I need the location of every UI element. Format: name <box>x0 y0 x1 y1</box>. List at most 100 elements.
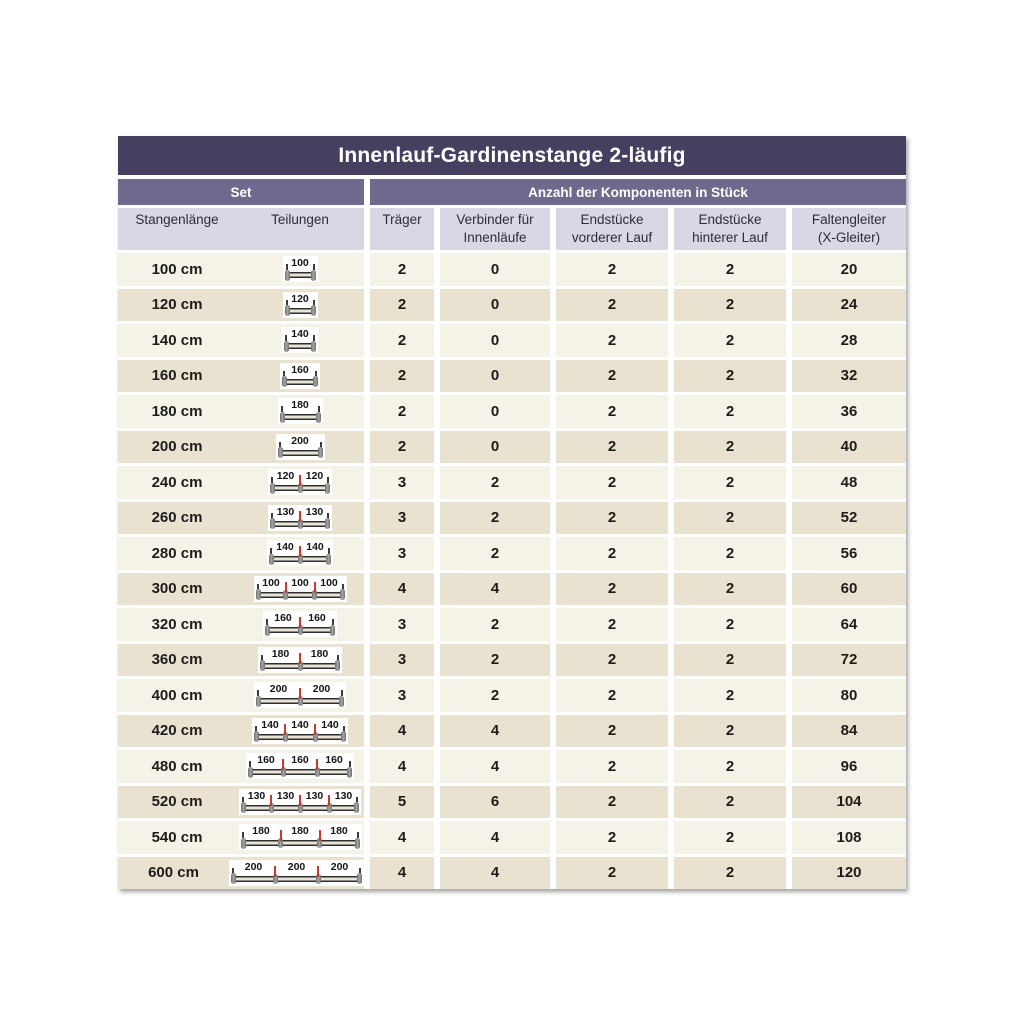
set-cell: 200 cm 200 <box>118 430 364 463</box>
end-mark-icon <box>285 299 288 306</box>
segment-length-label: 160 <box>325 754 343 767</box>
segment-length-label: 100 <box>320 576 338 589</box>
rod-end-cap <box>284 340 289 352</box>
end-mark-icon <box>315 370 317 377</box>
faltengleiter-count: 20 <box>792 253 906 286</box>
rod-diagram-icon: 140 140 140 <box>252 717 348 744</box>
rod-end-cap <box>277 447 283 459</box>
verbinder-count: 4 <box>440 714 550 747</box>
segment-length-label: 180 <box>291 825 309 838</box>
traeger-count: 2 <box>370 324 434 357</box>
header-stangenlaenge: Stangenlänge <box>135 212 219 227</box>
header-faltengleiter: Faltengleiter (X-Gleiter) <box>792 208 906 250</box>
header-set-columns: Stangenlänge Teilungen <box>118 208 364 250</box>
end-mark-icon <box>317 406 320 413</box>
segment-length-label: 130 <box>276 505 295 518</box>
traeger-count: 5 <box>370 785 434 818</box>
table-title-bar: Innenlauf-Gardinenstange 2-läufig <box>118 136 906 175</box>
faltengleiter-count: 52 <box>792 501 906 534</box>
end-mark-icon <box>349 761 351 768</box>
rod-joint <box>297 625 303 636</box>
segment-length-label: 180 <box>330 825 348 838</box>
set-cell: 160 cm 160 <box>118 359 364 392</box>
faltengleiter-count: 108 <box>792 821 906 854</box>
connector-mark-icon <box>299 475 301 487</box>
verbinder-count: 0 <box>440 288 550 321</box>
segment-length-label: 140 <box>261 718 279 731</box>
rod-end-cap <box>313 376 318 388</box>
rod-end-cap <box>330 624 335 636</box>
rod-division-diagram: 130 130 130 130 <box>236 788 364 815</box>
table-row: 160 cm 160 2 0 2 2 32 <box>118 359 906 392</box>
connector-mark-icon <box>284 723 286 735</box>
end-mark-icon <box>319 441 322 448</box>
faltengleiter-count: 104 <box>792 785 906 818</box>
rod-length-value: 300 cm <box>151 580 203 598</box>
connector-mark-icon <box>316 759 318 771</box>
rod-track <box>250 769 350 776</box>
rod-length-value: 540 cm <box>151 828 203 846</box>
segment-length-label: 160 <box>308 612 326 625</box>
verbinder-count: 0 <box>440 430 550 463</box>
segment-length-label: 130 <box>305 505 324 518</box>
verbinder-count: 0 <box>440 253 550 286</box>
segment-length-label: 130 <box>305 789 324 802</box>
verbinder-count: 6 <box>440 785 550 818</box>
connector-mark-icon <box>318 830 321 842</box>
rod-end-cap <box>325 518 330 530</box>
rod-joint <box>314 767 320 778</box>
rod-end-cap <box>256 695 261 707</box>
end-mark-icon <box>271 512 273 519</box>
end-mark-icon <box>332 619 334 626</box>
rod-length-value: 480 cm <box>151 757 203 775</box>
rod-division-diagram: 130 130 <box>236 504 364 531</box>
table-row: 360 cm 180 180 3 2 2 2 72 <box>118 643 906 676</box>
rod-end-cap <box>357 873 362 885</box>
end-mark-icon <box>242 796 244 803</box>
verbinder-count: 2 <box>440 643 550 676</box>
endstueck-vorderer-count: 2 <box>556 679 668 712</box>
endstueck-vorderer-count: 2 <box>556 501 668 534</box>
end-mark-icon <box>241 832 244 839</box>
rod-end-cap <box>354 837 360 849</box>
endstueck-hinterer-count: 2 <box>674 785 786 818</box>
end-mark-icon <box>356 832 359 839</box>
rod-length-value: 180 cm <box>151 402 203 420</box>
table-row: 240 cm 120 120 3 2 2 2 48 <box>118 466 906 499</box>
set-cell: 320 cm 160 160 <box>118 608 364 641</box>
rod-end-cap <box>311 340 316 352</box>
table-row: 280 cm 140 140 3 2 2 2 56 <box>118 537 906 570</box>
rod-diagram-icon: 180 <box>277 398 323 425</box>
traeger-count: 2 <box>370 359 434 392</box>
rod-diagram-icon: 200 <box>275 433 325 460</box>
rod-joint <box>326 802 332 813</box>
header-endstuecke-hinterer: Endstücke hinterer Lauf <box>674 208 786 250</box>
endstueck-hinterer-count: 2 <box>674 608 786 641</box>
rod-diagram-icon: 160 <box>280 362 320 389</box>
segment-length-label: 180 <box>291 399 309 412</box>
rod-length-value: 400 cm <box>151 686 203 704</box>
rod-joint <box>297 696 303 707</box>
end-mark-icon <box>337 654 339 661</box>
rod-length-value: 160 cm <box>151 367 203 385</box>
endstueck-hinterer-count: 2 <box>674 288 786 321</box>
faltengleiter-count: 80 <box>792 679 906 712</box>
endstueck-vorderer-count: 2 <box>556 253 668 286</box>
rod-end-cap <box>339 695 344 707</box>
segment-length-label: 160 <box>291 363 309 376</box>
end-mark-icon <box>285 335 287 342</box>
set-cell: 100 cm 100 <box>118 253 364 286</box>
segment-length-label: 130 <box>276 789 295 802</box>
rod-length-value: 360 cm <box>151 651 203 669</box>
end-mark-icon <box>266 619 268 626</box>
connector-mark-icon <box>274 865 276 877</box>
traeger-count: 3 <box>370 608 434 641</box>
table-row: 400 cm 200 200 3 2 2 2 80 <box>118 679 906 712</box>
header-teilungen: Teilungen <box>271 212 329 227</box>
endstueck-hinterer-count: 2 <box>674 395 786 428</box>
section-band: Set Anzahl der Komponenten in Stück <box>118 179 906 205</box>
rod-diagram-icon: 120 <box>282 291 318 318</box>
set-cell: 600 cm 200 200 200 <box>118 856 364 889</box>
rod-track <box>233 875 360 882</box>
rod-length-value: 320 cm <box>151 615 203 633</box>
